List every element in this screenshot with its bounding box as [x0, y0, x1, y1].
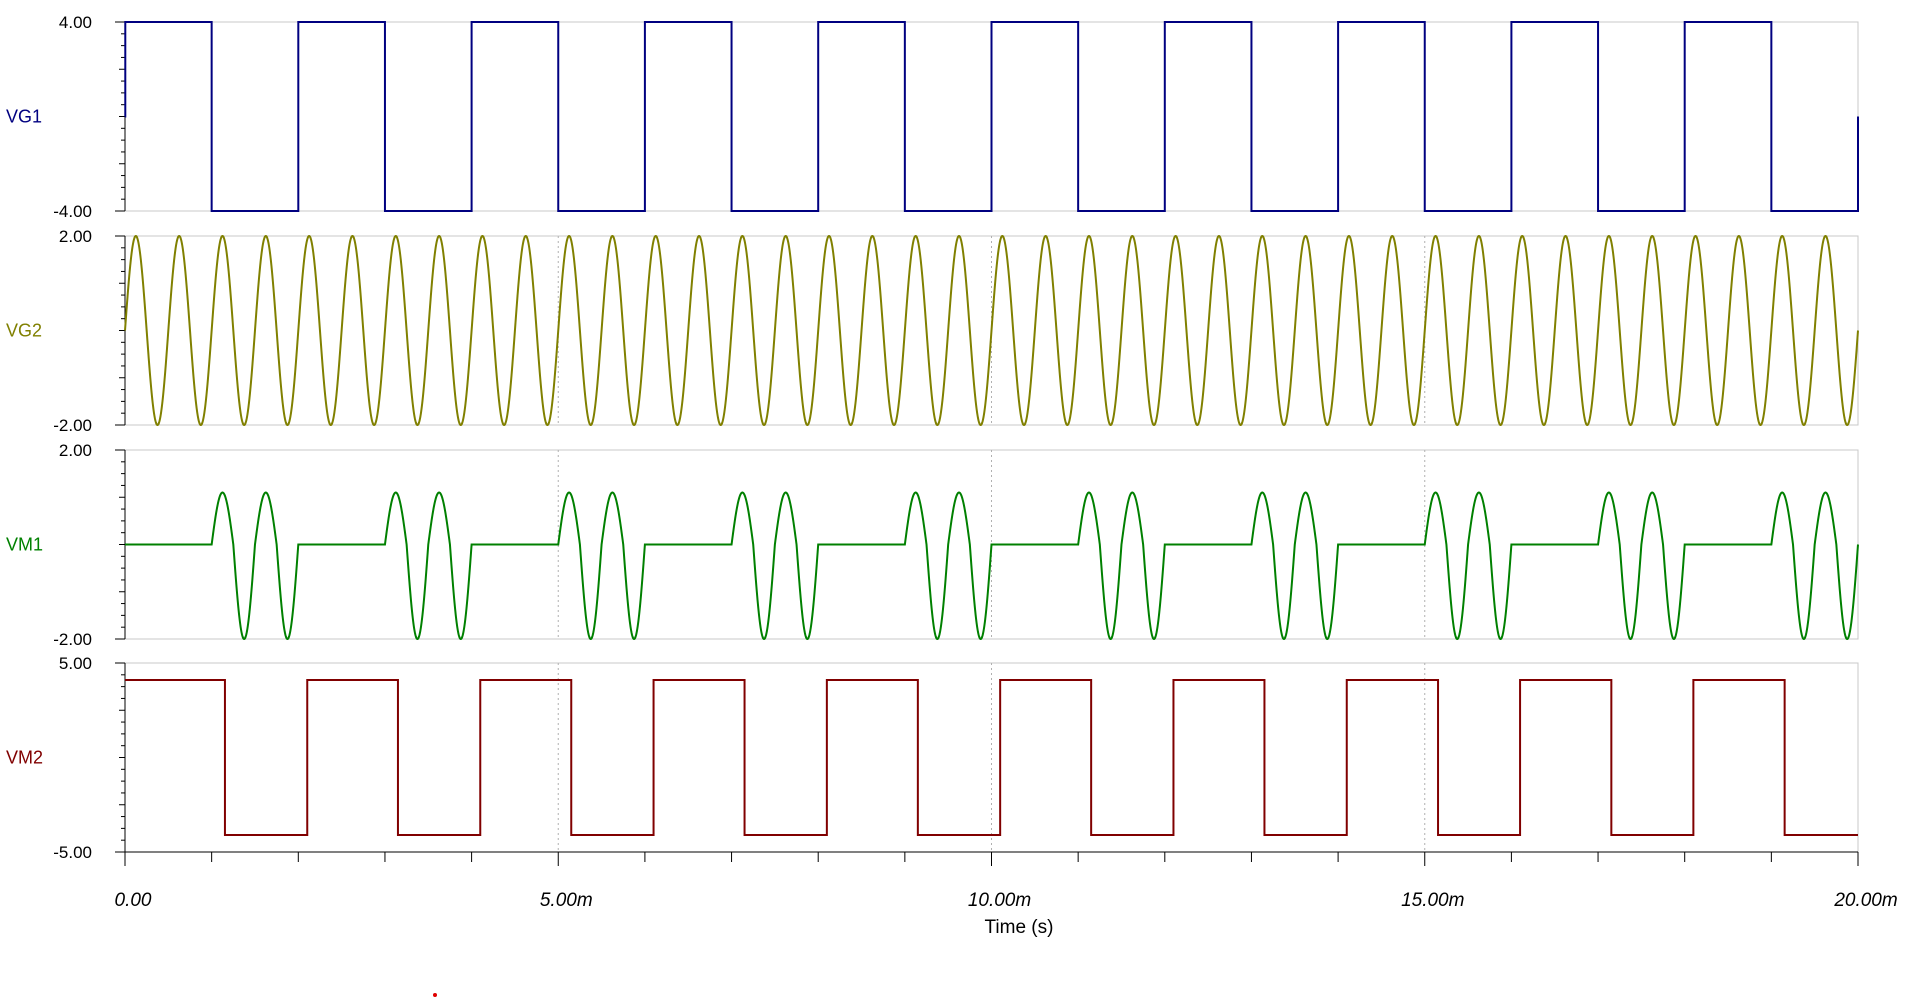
x-axis: 0.00 5.00m 10.00m 15.00m 20.00m — [115, 851, 1898, 911]
y-tick-label-max: 2.00 — [59, 441, 92, 460]
panel-vg1: 4.00 -4.00 VG1 — [6, 13, 1859, 221]
x-tick-label: 20.00m — [1833, 890, 1897, 911]
x-tick-label: 0.00 — [115, 890, 152, 911]
y-tick-label-min: -5.00 — [53, 843, 92, 862]
y-tick-label-max: 5.00 — [59, 654, 92, 673]
y-tick-label-min: -2.00 — [53, 416, 92, 435]
waveform-vm1 — [125, 491, 1859, 640]
y-tick-label-max: 2.00 — [59, 227, 92, 246]
x-axis-title: Time (s) — [985, 917, 1054, 938]
panel-vm1: 2.00 -2.00 VM1 — [6, 441, 1859, 649]
waveform-vm2 — [125, 679, 1858, 836]
signal-name-vm1: VM1 — [6, 535, 43, 555]
y-tick-label-min: -2.00 — [53, 630, 92, 649]
signal-name-vg1: VG1 — [6, 107, 42, 127]
signal-name-vg2: VG2 — [6, 321, 42, 341]
y-tick-label-max: 4.00 — [59, 13, 92, 32]
panel-vg2: 2.00 -2.00 VG2 — [6, 227, 1859, 435]
y-tick-label-min: -4.00 — [53, 202, 92, 221]
x-tick-label: 10.00m — [968, 890, 1031, 911]
x-tick-label: 15.00m — [1401, 890, 1464, 911]
signal-name-vm2: VM2 — [6, 748, 43, 768]
waveform-vg1 — [124, 21, 1859, 212]
waveform-vg2 — [124, 235, 1859, 426]
panel-vm2: 5.00 -5.00 VM2 — [6, 654, 1859, 862]
x-tick-label: 5.00m — [540, 890, 593, 911]
panels: 4.00 -4.00 VG1 2.00 -2.00 VG2 2.00 -2.00 VM1 5.00… — [6, 13, 1859, 862]
marker-dot — [433, 993, 437, 997]
